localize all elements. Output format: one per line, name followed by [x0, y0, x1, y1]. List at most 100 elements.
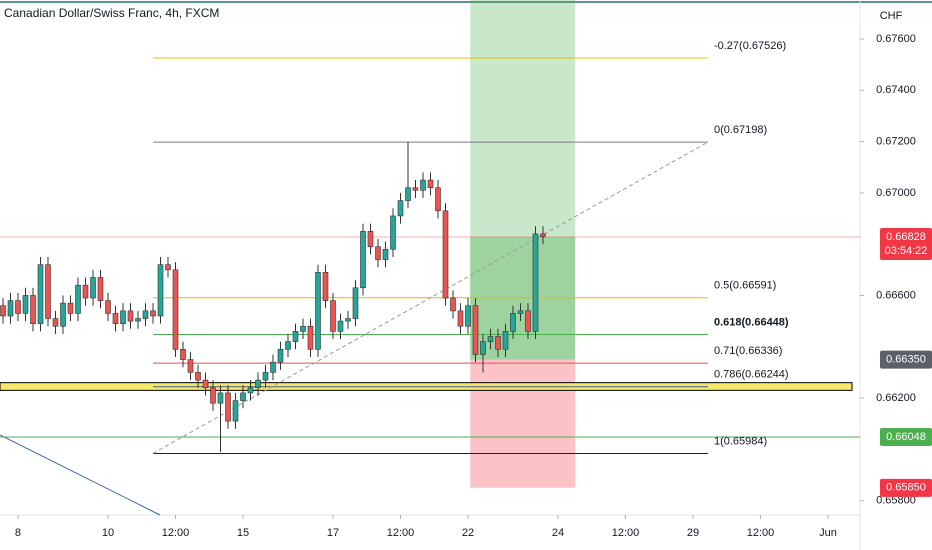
candle-body	[97, 277, 104, 301]
x-tick-label: 24	[552, 527, 564, 539]
candle-body	[480, 341, 486, 355]
x-tick-label: 15	[237, 527, 249, 539]
candle-body	[397, 200, 404, 217]
candle-body	[82, 284, 89, 299]
candle-body	[352, 287, 359, 319]
x-tick-label: 8	[15, 527, 21, 539]
price-badge	[880, 428, 932, 447]
candle-body	[165, 264, 171, 271]
x-tick-label: 12:00	[612, 527, 640, 539]
candle-body	[150, 310, 156, 317]
candle-body	[412, 187, 419, 191]
candle-body	[202, 379, 209, 389]
x-tick-label: 12:00	[747, 527, 775, 539]
candle-body	[390, 215, 396, 250]
candle-body	[180, 349, 186, 360]
axis-unit: CHF	[880, 10, 903, 22]
candle-body	[435, 187, 441, 212]
candle-body	[465, 305, 471, 327]
x-tick-label: 12:00	[162, 527, 190, 539]
candle-body	[360, 231, 366, 289]
y-tick-label: 0.65800	[876, 495, 916, 507]
candle-body	[330, 300, 336, 332]
candle-body	[142, 310, 149, 319]
price-badge-label: 0.66048	[886, 431, 926, 443]
candle-body	[232, 400, 239, 422]
candle-body	[420, 179, 426, 191]
x-tick-label: 10	[102, 527, 114, 539]
candle-body	[487, 336, 494, 342]
price-badge	[880, 350, 932, 369]
candle-body	[525, 310, 531, 332]
candle-body	[510, 313, 516, 332]
candle-body	[532, 233, 539, 332]
candle-body	[517, 310, 524, 314]
candle-body	[315, 272, 321, 350]
candle-body	[367, 231, 374, 248]
title-backdrop	[0, 6, 205, 22]
candle-body	[67, 302, 74, 314]
candle-body	[442, 210, 449, 299]
candle-body	[322, 272, 329, 301]
open-profit	[470, 236, 576, 360]
candle-body	[262, 372, 269, 381]
candle-body	[540, 233, 546, 237]
candle-body	[90, 277, 96, 299]
candle-body	[255, 379, 261, 389]
candle-body	[502, 331, 509, 350]
fib-label: 0(0.67198)	[714, 124, 767, 136]
target-zone	[470, 0, 576, 360]
candle-body	[427, 179, 434, 189]
countdown: 03:54:22	[885, 245, 928, 257]
candle-body	[187, 359, 194, 373]
candle-body	[157, 264, 164, 317]
candle-body	[127, 310, 134, 322]
candle-body	[495, 336, 501, 350]
candle-body	[60, 302, 66, 327]
y-tick-label: 0.67400	[876, 84, 916, 96]
candle-body	[7, 300, 14, 317]
x-tick-label: 17	[327, 527, 339, 539]
candle-body	[75, 284, 81, 314]
fib-label: 0.71(0.66336)	[714, 345, 783, 357]
price-badge	[880, 478, 932, 497]
y-tick-label: 0.67600	[876, 33, 916, 45]
candle-body	[210, 387, 216, 404]
fib-label: 0.786(0.66244)	[714, 369, 789, 381]
y-tick-label: 0.67200	[876, 135, 916, 147]
candle-body	[337, 320, 344, 332]
candle-body	[120, 310, 126, 324]
candle-body	[450, 297, 456, 312]
candle-body	[247, 387, 254, 394]
price-badge-label: 0.66828	[886, 231, 926, 243]
candle-body	[345, 318, 351, 322]
fib-label: 0.618(0.66448)	[714, 316, 789, 328]
candle-body	[45, 264, 51, 319]
candle-body	[105, 300, 111, 314]
candle-body	[285, 341, 291, 350]
plot-area: -0.27(0.67526) 0(0.67198) 0.5(0.66591) 0.61…	[0, 0, 860, 488]
trend-line	[0, 434, 161, 516]
price-badge-label: 0.65850	[886, 482, 926, 494]
candle-body	[307, 325, 314, 350]
candle-body	[52, 318, 59, 327]
candle-body	[195, 372, 201, 381]
candle-body	[135, 318, 141, 322]
x-tick-label: 29	[687, 527, 699, 539]
fib-label: -0.27(0.67526)	[714, 40, 786, 52]
candle-body	[112, 313, 119, 324]
price-badge	[880, 227, 932, 260]
candle-body	[292, 331, 299, 342]
fib-label: 1(0.65984)	[714, 435, 767, 447]
price-badge-label: 0.66350	[886, 353, 926, 365]
y-tick-label: 0.66200	[876, 392, 916, 404]
candle-body	[30, 295, 36, 324]
stop-zone	[470, 359, 576, 488]
y-tick-label: 0.67000	[876, 187, 916, 199]
candle-body	[22, 295, 29, 314]
candle-body	[300, 325, 306, 332]
x-tick-label: 12:00	[387, 527, 415, 539]
candle-body	[225, 392, 231, 422]
